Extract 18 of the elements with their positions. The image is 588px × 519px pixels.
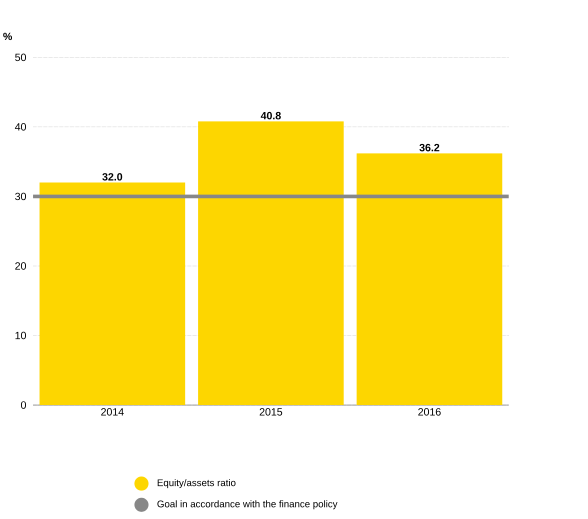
y-tick-label: 50 [15, 54, 26, 62]
data-label: 40.8 [260, 112, 281, 120]
bar [40, 182, 186, 406]
y-tick-label: 10 [15, 332, 26, 340]
legend-label: Equity/assets ratio [158, 479, 236, 488]
y-axis-title: % [3, 32, 12, 40]
data-label: 36.2 [419, 144, 440, 152]
y-tick-label: 40 [14, 123, 26, 131]
legend-label: Goal in accordance with the finance policy [157, 500, 338, 510]
x-tick-label: 2015 [260, 408, 282, 416]
y-tick-label: 0 [20, 401, 26, 409]
y-tick-label: 20 [15, 262, 26, 270]
y-tick-label: 30 [15, 192, 26, 200]
data-label: 32.0 [102, 173, 122, 181]
x-tick-label: 2014 [101, 408, 124, 416]
bar [356, 153, 502, 406]
bar [198, 121, 344, 406]
x-tick-label: 2016 [418, 408, 441, 416]
